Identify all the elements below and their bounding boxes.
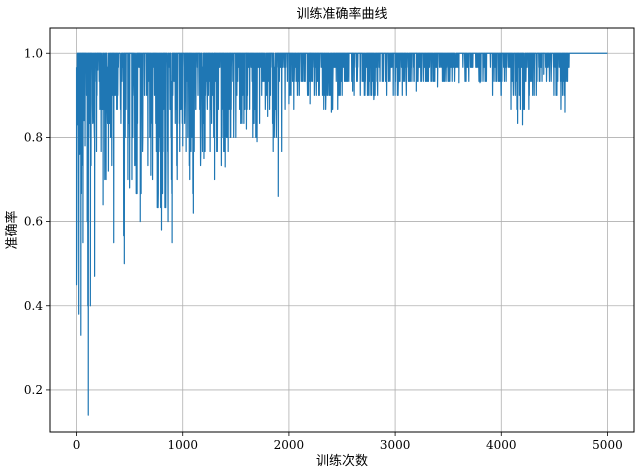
x-tick-label: 1000 xyxy=(167,438,198,452)
x-tick-label: 4000 xyxy=(486,438,517,452)
y-tick-label: 0.2 xyxy=(24,383,43,397)
x-tick-label: 0 xyxy=(73,438,81,452)
x-tick-label: 3000 xyxy=(380,438,411,452)
x-tick-label: 5000 xyxy=(592,438,623,452)
x-axis-label: 训练次数 xyxy=(316,453,368,469)
x-tick-label: 2000 xyxy=(274,438,305,452)
chart-title: 训练准确率曲线 xyxy=(296,6,387,22)
plot-frame xyxy=(49,27,635,433)
line-series xyxy=(75,52,608,416)
y-tick-label: 1.0 xyxy=(24,46,43,60)
y-tick-label: 0.8 xyxy=(24,130,43,144)
y-tick-label: 0.6 xyxy=(24,215,43,229)
y-axis-label: 准确率 xyxy=(4,210,20,249)
y-tick-label: 0.4 xyxy=(24,299,43,313)
accuracy-line xyxy=(75,52,608,416)
axis-ticks: 0 1000 2000 3000 4000 5000 0.2 0.4 0.6 0.8 1.0 xyxy=(24,46,623,452)
